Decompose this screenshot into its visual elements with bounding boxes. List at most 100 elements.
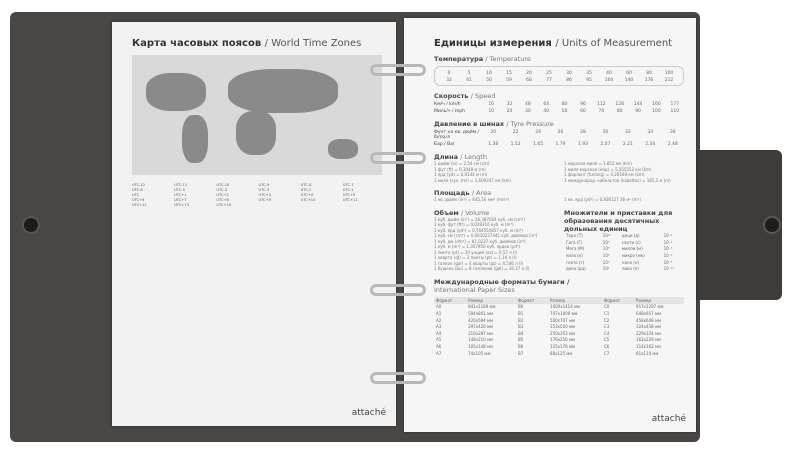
table-cell: 250x353 мм — [550, 330, 575, 336]
table-cell: A6 — [436, 344, 442, 350]
conversion-line: 1 международ. кабельтов (kabeltov) = 185… — [564, 177, 671, 183]
value-cell: 30 — [566, 71, 572, 76]
table-cell: 88x125 мм — [550, 350, 573, 356]
table-cell: 841x1189 мм — [468, 304, 496, 310]
table-cell: A3 — [436, 324, 442, 330]
table-cell: 10⁻³ — [663, 246, 673, 252]
value-cell: 35 — [586, 71, 592, 76]
table-row: A4 210x297 мм B4 250x353 мм C4 229x324 мм — [434, 330, 684, 337]
table-cell: 1000x1414 мм — [550, 304, 581, 310]
table-cell: 10⁻² — [663, 239, 673, 245]
value-cell: 50 — [486, 78, 492, 83]
value-cell: 1.65 — [533, 142, 544, 147]
conversion-line: 1 бушель (bu) = 8 галлонов (gal) = 36,37… — [434, 266, 530, 271]
value-cell: 128 — [615, 102, 624, 107]
table-cell: деци (д) — [621, 233, 640, 239]
conversion-line: UTC-2 — [300, 188, 312, 192]
left-snap-button — [22, 216, 40, 234]
table-cell: 125x176 мм — [550, 344, 575, 350]
conversion-line: UTC-1 — [342, 188, 354, 192]
table-cell: 148x210 мм — [468, 337, 494, 343]
binder-ring — [370, 372, 426, 384]
value-cell: 5 — [467, 71, 471, 76]
value-cell: 100 — [664, 71, 674, 76]
conversion-line: UTC-8 — [300, 183, 312, 187]
value-cell: 86 — [566, 78, 572, 83]
table-row: дека (да) 10¹ пико (п) 10⁻¹² — [564, 265, 684, 272]
value-cell: 1.52 — [510, 142, 521, 147]
row-label: Бар / Bar — [434, 142, 455, 147]
conversion-line: 1 куб. фут (ft³) = 0,028316 куб. м (m³) — [434, 222, 514, 227]
table-cell: дека (да) — [566, 266, 586, 272]
table-cell: 176x250 мм — [550, 337, 575, 343]
attache-logo: attaché — [651, 414, 686, 424]
table-cell: 10⁶ — [602, 246, 610, 252]
row-label: Миль/ч / mph — [434, 109, 465, 114]
value-cell: 40 — [543, 109, 550, 114]
table-cell: 81x114 мм — [636, 350, 659, 356]
column-header: Формат — [434, 297, 467, 304]
table-cell: 297x420 мм — [468, 324, 494, 330]
table-cell: B2 — [517, 317, 524, 323]
value-cell: 144 — [633, 102, 643, 107]
table-cell: 648x917 мм — [636, 311, 661, 317]
time-zone-list: UTC-12 UTC-11 UTC-10 UTC-9 UTC-8 UTC-7 UTC-6 UT… — [132, 183, 382, 208]
value-cell: 1.79 — [555, 142, 566, 147]
paper-sizes-table: Формат Размер Формат Размер Формат Размер A0 84… — [434, 297, 684, 356]
left-page-title: Карта часовых поясов / World Time Zones — [132, 38, 362, 49]
table-cell: B6 — [517, 344, 524, 350]
table-cell: B5 — [517, 337, 524, 343]
conversion-line: UTC+10 — [300, 198, 316, 202]
conversion-line: UTC-9 — [258, 183, 270, 187]
conversion-line: 1 куб. ярд (yd³) = 0,764554857 куб. м (m… — [434, 227, 523, 233]
table-cell: Гига (Г) — [566, 239, 583, 245]
table-cell: C7 — [603, 350, 610, 356]
conversion-line: UTC-10 — [216, 183, 230, 187]
value-cell: 40 — [606, 71, 612, 76]
value-cell: 68 — [526, 78, 532, 83]
table-cell: 74x105 мм — [468, 350, 491, 356]
conversion-line: UTC+8 — [216, 198, 229, 202]
value-cell: 25 — [546, 71, 552, 76]
value-cell: 41 — [466, 78, 472, 83]
value-cell: 176 — [644, 78, 654, 83]
speed-table: Км/ч / km/h 16 32 48 64 80 96 112 128 144 160 177 Ми… — [434, 102, 684, 114]
table-row: кило (к) 10³ микро (мк) 10⁻⁶ — [564, 252, 684, 259]
binder-ring — [370, 284, 426, 296]
table-cell: 420x594 мм — [468, 317, 494, 323]
table-cell: 10⁻⁶ — [663, 253, 673, 259]
conversion-line: UTC+14 — [216, 203, 232, 207]
table-cell: 500x707 мм — [550, 317, 575, 323]
table-cell: B3 — [517, 324, 524, 330]
value-cell: 22 — [512, 130, 519, 135]
value-cell: 140 — [624, 78, 634, 83]
value-cell: 212 — [664, 78, 674, 83]
right-page-title: Единицы измерения / Units of Measurement — [434, 38, 673, 49]
conversion-line: UTC+3 — [258, 193, 271, 197]
conversion-line: UTC-11 — [174, 183, 188, 187]
pressure-table: Фунт на кв. дюйм / lb/sq.in 20 22 24 26 28 30 3… — [434, 130, 684, 147]
table-cell: 10⁻¹ — [663, 233, 673, 239]
row-label: Фунт на кв. дюйм / lb/sq.in — [434, 130, 480, 140]
value-cell: 24 — [535, 130, 541, 135]
value-cell: 10 — [486, 71, 492, 76]
value-cell: 60 — [580, 109, 586, 114]
value-cell: 1.38 — [488, 142, 499, 147]
value-cell: 2.34 — [645, 142, 656, 147]
value-cell: 20 — [526, 71, 532, 76]
table-cell: B1 — [517, 311, 524, 317]
column-header: Размер — [634, 297, 684, 304]
value-cell: 77 — [546, 78, 552, 83]
table-cell: C4 — [603, 330, 610, 336]
value-cell: 2.07 — [600, 142, 611, 147]
value-cell: 48 — [525, 102, 531, 107]
table-cell: 353x500 мм — [550, 324, 575, 330]
table-cell: A7 — [436, 350, 442, 356]
table-row: A3 297x420 мм B3 353x500 мм C3 324x458 мм — [434, 323, 684, 330]
value-cell: 104 — [604, 78, 614, 83]
table-cell: C1 — [603, 311, 610, 317]
table-cell: Мега (М) — [566, 246, 585, 252]
column-header: Размер — [548, 297, 602, 304]
table-cell: 10² — [602, 259, 610, 265]
conversion-line: UTC+1 — [174, 193, 187, 197]
